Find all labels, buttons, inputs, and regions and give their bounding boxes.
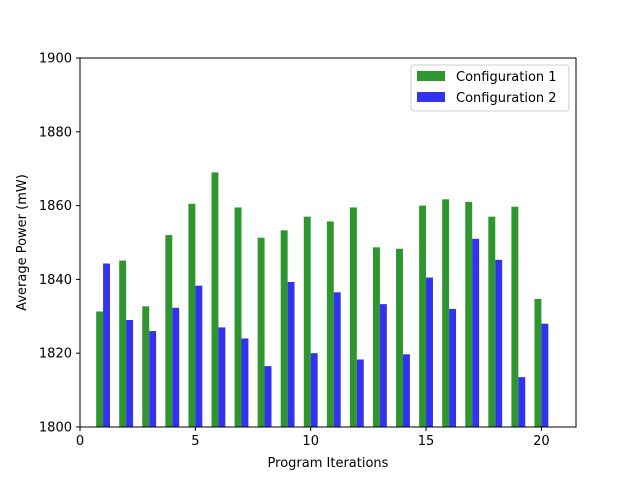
bar-configuration-2-3 [149,331,157,427]
legend-swatch-configuration-2 [417,92,445,102]
bar-configuration-1-18 [488,216,496,427]
bar-configuration-1-19 [511,206,519,427]
bar-configuration-2-5 [195,285,203,427]
bar-configuration-1-17 [465,201,473,427]
bar-configuration-1-15 [419,205,427,427]
bar-configuration-2-19 [518,377,526,427]
bar-configuration-2-12 [356,359,364,427]
x-tick-label-10: 10 [302,434,319,449]
y-axis-label: Average Power (mW) [15,174,30,311]
y-tick-label-1800: 1800 [39,421,72,436]
x-axis-label: Program Iterations [268,456,389,471]
x-tick-label-15: 15 [418,434,435,449]
bars-group [96,172,549,427]
bar-configuration-2-6 [218,327,226,427]
bar-configuration-1-13 [372,247,380,427]
x-axis-ticks: 0 5 10 15 20 [76,427,550,449]
bar-configuration-2-18 [495,259,503,427]
x-tick-label-0: 0 [76,434,84,449]
bar-configuration-1-10 [303,216,311,427]
bar-configuration-2-13 [379,304,387,427]
bar-configuration-2-10 [310,353,318,427]
bar-configuration-2-8 [264,366,272,427]
bar-configuration-1-7 [234,207,242,427]
bar-configuration-2-11 [333,292,341,427]
legend: Configuration 1 Configuration 2 [410,64,570,112]
bar-configuration-1-3 [142,306,150,427]
bar-configuration-1-8 [257,237,265,427]
bar-configuration-2-7 [241,338,249,427]
bar-configuration-2-20 [541,323,549,427]
bar-configuration-2-17 [472,238,480,427]
legend-label-configuration-1: Configuration 1 [456,70,557,85]
bar-configuration-2-14 [402,354,410,427]
bar-configuration-1-14 [396,248,403,427]
legend-box [410,64,570,112]
legend-label-configuration-2: Configuration 2 [456,91,557,106]
bar-configuration-2-1 [103,263,110,427]
bar-configuration-1-5 [188,203,196,427]
y-tick-label-1820: 1820 [39,347,72,362]
bar-configuration-1-11 [326,221,334,427]
x-tick-label-20: 20 [533,434,550,449]
bar-configuration-2-2 [126,319,134,427]
bar-configuration-2-15 [426,277,433,427]
bar-configuration-1-16 [442,199,450,427]
y-tick-label-1840: 1840 [39,273,72,288]
bar-configuration-1-20 [534,298,542,427]
y-tick-label-1860: 1860 [39,199,72,214]
bar-configuration-2-16 [449,308,457,427]
x-tick-label-5: 5 [191,434,199,449]
bar-configuration-1-12 [349,207,357,427]
bar-configuration-1-2 [119,260,127,427]
bar-configuration-2-9 [287,281,295,427]
bar-configuration-1-4 [165,235,173,427]
y-tick-label-1880: 1880 [39,125,72,140]
legend-swatch-configuration-1 [417,71,445,81]
bar-configuration-1-6 [211,172,219,427]
y-tick-label-1900: 1900 [39,52,72,67]
plot-frame [79,57,577,428]
bar-configuration-2-4 [172,307,180,427]
bar-configuration-1-9 [280,230,288,427]
bar-configuration-1-1 [96,311,104,427]
y-axis-ticks: 1800 1820 1840 1860 1880 1900 [39,52,80,436]
